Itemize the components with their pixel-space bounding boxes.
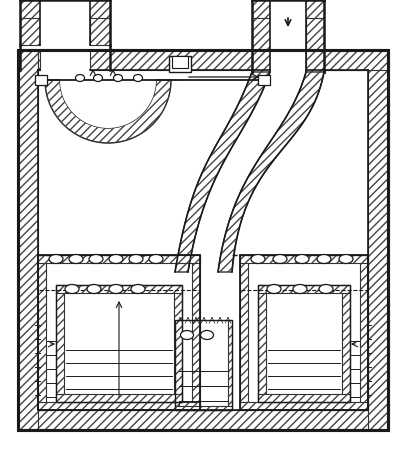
Polygon shape xyxy=(218,72,324,272)
Ellipse shape xyxy=(339,255,353,264)
Ellipse shape xyxy=(109,255,123,264)
Bar xyxy=(270,0,306,72)
Bar xyxy=(258,285,350,402)
Polygon shape xyxy=(18,50,20,70)
Polygon shape xyxy=(38,255,200,263)
Polygon shape xyxy=(306,50,368,70)
Ellipse shape xyxy=(200,330,213,339)
Polygon shape xyxy=(38,70,175,255)
Bar xyxy=(172,56,188,68)
Polygon shape xyxy=(175,320,179,410)
Polygon shape xyxy=(368,50,388,430)
Ellipse shape xyxy=(69,255,83,264)
Bar xyxy=(38,255,200,410)
Polygon shape xyxy=(342,285,350,402)
Ellipse shape xyxy=(87,284,101,293)
Polygon shape xyxy=(56,394,182,402)
Polygon shape xyxy=(175,406,232,410)
Polygon shape xyxy=(18,50,38,430)
Ellipse shape xyxy=(251,255,265,264)
Polygon shape xyxy=(38,255,46,410)
Ellipse shape xyxy=(273,255,287,264)
Ellipse shape xyxy=(75,75,84,81)
Bar xyxy=(175,320,232,410)
Ellipse shape xyxy=(109,284,123,293)
Bar xyxy=(40,0,90,45)
Polygon shape xyxy=(258,285,266,402)
Polygon shape xyxy=(258,285,350,293)
Polygon shape xyxy=(90,0,110,45)
Bar xyxy=(56,285,182,402)
Polygon shape xyxy=(38,402,200,410)
Polygon shape xyxy=(38,50,40,70)
Bar xyxy=(18,50,388,430)
Polygon shape xyxy=(252,0,324,18)
Polygon shape xyxy=(240,255,248,410)
Polygon shape xyxy=(360,255,368,410)
Bar xyxy=(38,70,145,255)
Ellipse shape xyxy=(49,255,63,264)
Ellipse shape xyxy=(295,255,309,264)
Ellipse shape xyxy=(149,255,163,264)
Polygon shape xyxy=(240,402,368,410)
Ellipse shape xyxy=(319,284,333,293)
Ellipse shape xyxy=(113,75,122,81)
Ellipse shape xyxy=(89,255,103,264)
Polygon shape xyxy=(60,80,156,128)
Ellipse shape xyxy=(93,75,102,81)
Polygon shape xyxy=(45,80,171,143)
Ellipse shape xyxy=(129,255,143,264)
Bar xyxy=(38,70,368,255)
Ellipse shape xyxy=(267,284,281,293)
Ellipse shape xyxy=(317,255,331,264)
Polygon shape xyxy=(228,320,232,410)
Polygon shape xyxy=(56,285,64,402)
Ellipse shape xyxy=(65,284,79,293)
Polygon shape xyxy=(188,72,306,272)
Polygon shape xyxy=(258,394,350,402)
Ellipse shape xyxy=(133,75,142,81)
Bar xyxy=(35,75,47,85)
Polygon shape xyxy=(18,410,388,430)
Polygon shape xyxy=(56,285,182,293)
Polygon shape xyxy=(306,0,324,72)
Ellipse shape xyxy=(131,284,145,293)
Polygon shape xyxy=(175,72,270,272)
Polygon shape xyxy=(192,255,200,410)
Ellipse shape xyxy=(293,284,307,293)
Polygon shape xyxy=(90,50,270,70)
Polygon shape xyxy=(20,0,110,18)
Polygon shape xyxy=(240,255,368,263)
Polygon shape xyxy=(252,0,270,72)
Ellipse shape xyxy=(180,330,193,339)
Bar xyxy=(240,255,368,410)
Polygon shape xyxy=(324,50,388,70)
Bar xyxy=(169,56,191,72)
Bar xyxy=(258,75,270,85)
Polygon shape xyxy=(174,285,182,402)
Polygon shape xyxy=(20,0,40,45)
